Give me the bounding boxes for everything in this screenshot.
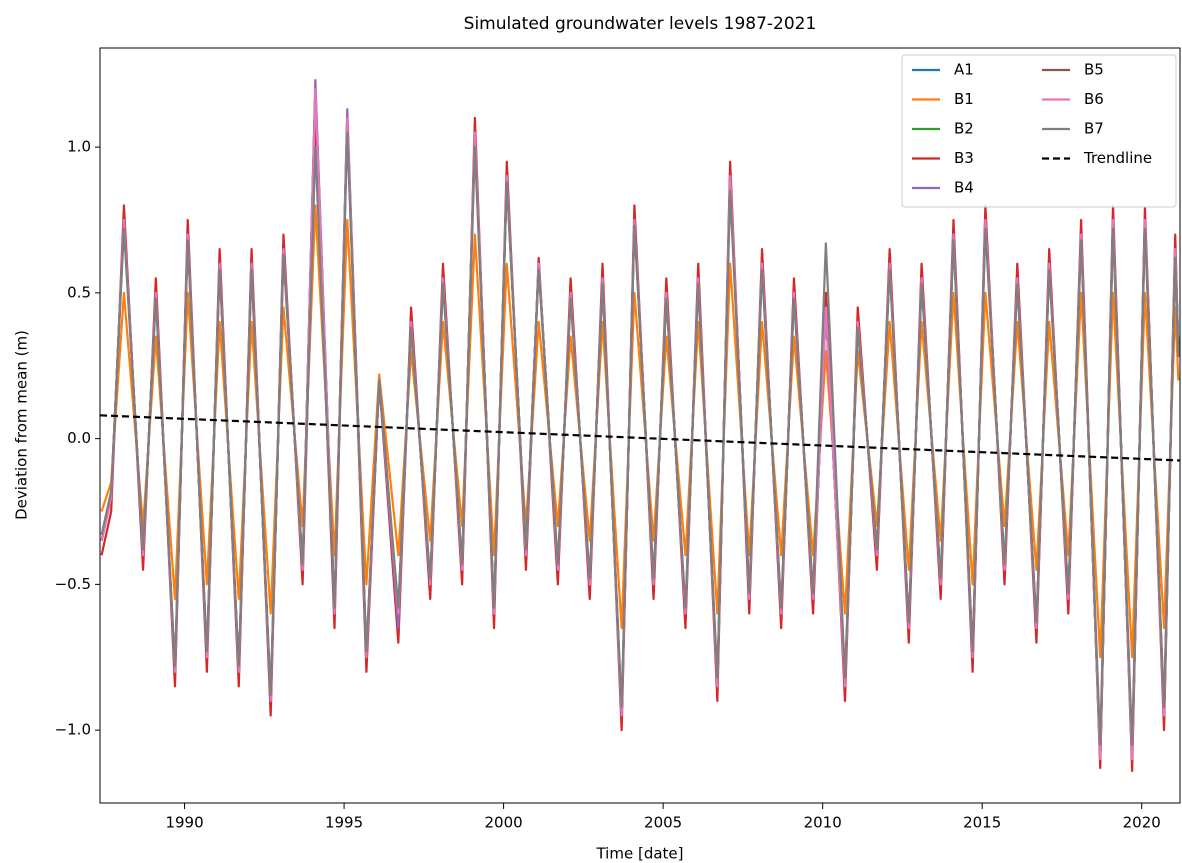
legend-label: Trendline [1083, 149, 1152, 167]
plot-lines [100, 78, 1180, 773]
x-tick-label: 1990 [165, 814, 203, 832]
y-tick-label: −1.0 [55, 721, 91, 739]
legend-label: B2 [954, 120, 974, 138]
legend-box [901, 54, 1177, 208]
y-tick-label: 0.0 [67, 429, 91, 447]
x-tick-label: 2005 [644, 814, 682, 832]
trendline [100, 414, 1180, 462]
legend-label: B5 [1084, 61, 1104, 79]
legend-label: B3 [954, 149, 974, 167]
x-tick-label: 2020 [1123, 814, 1161, 832]
x-tick-label: 2015 [963, 814, 1001, 832]
series-line [100, 116, 1180, 773]
legend-label: B7 [1084, 120, 1104, 138]
legend-label: A1 [954, 61, 974, 79]
legend-label: B1 [954, 90, 974, 108]
chart-title: Simulated groundwater levels 1987-2021 [464, 14, 817, 34]
y-tick-label: −0.5 [55, 575, 91, 593]
x-tick-label: 1995 [325, 814, 363, 832]
y-axis-label: Deviation from mean (m) [13, 330, 31, 520]
y-tick-label: 1.0 [67, 138, 91, 156]
plot-frame [99, 47, 1181, 804]
x-tick-label: 2010 [804, 814, 842, 832]
series-line [100, 131, 1180, 746]
legend-label: B6 [1084, 90, 1104, 108]
x-axis-label: Time [date] [595, 845, 683, 863]
legend-label: B4 [954, 179, 974, 197]
x-tick-label: 2000 [485, 814, 523, 832]
y-tick-label: 0.5 [67, 283, 91, 301]
